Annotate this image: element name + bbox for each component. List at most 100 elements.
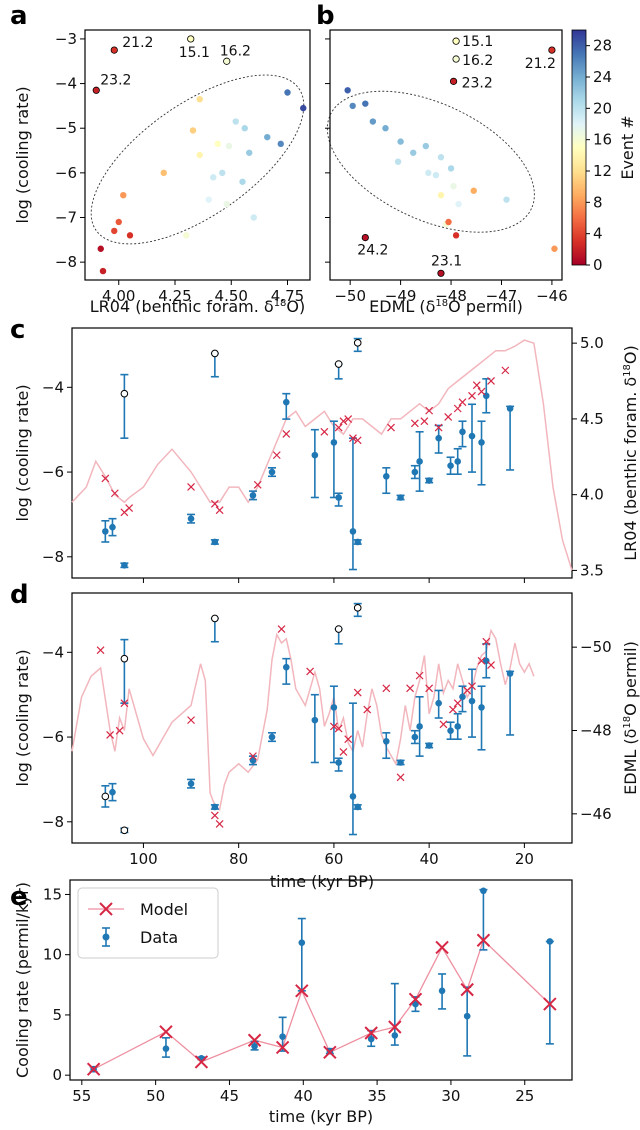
panel-c-frame	[71, 327, 573, 579]
panel-b-xtick-label: −46	[536, 287, 568, 305]
panel-d-data-point	[447, 727, 454, 735]
panel-b-point	[394, 158, 402, 165]
panel-c-data-point	[447, 462, 454, 470]
panel-c-data-point	[416, 458, 423, 465]
panel-b-point	[432, 171, 440, 179]
panel-c-ytick-label: −4	[42, 378, 64, 396]
panel-d-data-point	[282, 663, 290, 671]
panel-a-xlabel: LR04 (benthic foram. δ18O)	[90, 297, 306, 316]
panel-d-outlier-point	[120, 654, 129, 663]
panel-d-model-point	[115, 726, 124, 735]
panel-d-proxy-curve	[71, 628, 535, 812]
panel-c-data-point	[435, 434, 442, 442]
panel-c-model-point	[410, 419, 419, 428]
panel-e-model-point	[435, 940, 449, 955]
panel-d-outlier-point	[120, 826, 129, 835]
panel-a-point	[264, 133, 271, 141]
panel-b-point	[437, 191, 445, 199]
panel-a-point	[196, 151, 203, 159]
panel-c-y2label: LR04 (benthic foram. δ18O)	[621, 345, 640, 561]
panel-d-xtick-label: 60	[324, 850, 343, 868]
panel-c-model-point	[453, 404, 462, 413]
panel-c-data-point	[382, 473, 390, 480]
panel-c-model-point	[487, 377, 495, 385]
panel-c-model-point	[444, 413, 453, 421]
panel-e-xtick-label: 55	[72, 1087, 91, 1105]
panel-c-proxy-curve	[71, 339, 573, 571]
panel-a-ytick-label: −7	[55, 209, 77, 227]
panel-a-point	[183, 232, 190, 239]
panel-b-point	[452, 232, 460, 239]
colorbar-label: Event #	[618, 115, 637, 179]
panel-c-model-point	[468, 391, 476, 400]
panel-b-annotated-point-outline	[449, 77, 458, 85]
panel-c-model-point	[282, 430, 291, 438]
panel-d-model-point	[334, 724, 343, 733]
panel-d-data-point	[468, 697, 476, 705]
panel-a-ytick-label: −8	[55, 253, 77, 271]
panel-a-ytick-label: −6	[55, 164, 77, 182]
panel-d-model-point	[353, 688, 362, 697]
panel-e-model-point	[194, 1055, 209, 1069]
panel-b-xtick-label: −47	[486, 287, 518, 305]
panel-e-data-point	[546, 938, 554, 945]
panel-c-marks	[71, 337, 573, 571]
colorbar-tick-label: 16	[593, 131, 612, 149]
panel-c-outlier-point	[353, 339, 362, 347]
panel-b-annotation: 23.2	[462, 75, 493, 91]
panel-a-point	[189, 127, 197, 134]
panel-b-annotation: 15.1	[462, 34, 493, 50]
panel-a-point	[126, 232, 134, 239]
panel-c-model-point	[501, 366, 510, 375]
panel-c-model-point	[387, 423, 395, 432]
panel-c-model-point	[353, 436, 362, 445]
panel-c-data-point	[102, 528, 109, 535]
colorbar-tick-label: 12	[593, 162, 612, 180]
colorbar-tick-label: 4	[593, 225, 603, 243]
colorbar-tick-label: 28	[593, 37, 612, 55]
panel-a-point	[111, 46, 118, 54]
panel-d-xtick-label: 40	[420, 850, 439, 868]
colorbar-tick-label: 0	[593, 256, 603, 274]
panel-c-y2tick-label: 5.0	[580, 334, 604, 352]
panel-e-data-point	[162, 1045, 170, 1052]
legend-model-marker	[99, 902, 113, 916]
panel-a-point	[210, 174, 217, 181]
panel-d-letter: d	[10, 580, 29, 610]
legend-model-label: Model	[140, 900, 188, 919]
panel-d-model-point	[482, 637, 491, 646]
panel-e-data-point	[367, 1035, 375, 1043]
panel-d-y2tick-label: −46	[580, 805, 612, 823]
panel-a-annotation: 16.2	[220, 43, 251, 59]
panel-d-frame	[71, 592, 573, 844]
panel-a-ytick-label: −3	[55, 30, 77, 48]
panel-d-model-point	[382, 684, 391, 693]
panel-b-annotated-point-outline	[452, 37, 460, 45]
panel-c-data-point	[121, 561, 128, 569]
panel-b-point	[437, 270, 445, 277]
panel-c-model-point	[125, 504, 134, 513]
panel-b-point	[450, 183, 457, 190]
panel-c-model-point	[434, 423, 443, 432]
panel-d-data-point	[268, 733, 276, 741]
panel-d-data-point	[311, 716, 319, 724]
panel-c-y2tick-label: 4.5	[580, 410, 604, 428]
panel-b-marks: 15.1 16.2 21.2 23.2 24.2 23.1	[326, 34, 558, 277]
panel-c-data-point	[349, 528, 357, 535]
panel-b-annotation: 16.2	[462, 53, 493, 69]
panel-d-ytick-label: −6	[42, 728, 64, 746]
panel-a-point	[223, 58, 230, 65]
panel-d-model-point	[306, 667, 315, 676]
panel-a-point	[300, 104, 307, 112]
panel-c-y2tick-label: 3.5	[580, 561, 604, 579]
panel-e-model-point	[364, 1026, 378, 1040]
panel-a-annotation: 15.1	[179, 45, 210, 61]
colorbar-tick-label: 8	[593, 193, 603, 211]
panel-a-marks: 23.2 21.2 15.1 16.2	[90, 35, 307, 275]
panel-c-ytick-label: −8	[42, 548, 64, 566]
panel-c-outlier-point	[120, 389, 129, 398]
panel-d-xtick-label: 80	[229, 850, 248, 868]
panel-a-xtick-label: 4.50	[215, 287, 248, 305]
panel-e-data-point	[279, 1033, 286, 1040]
panel-e-ytick-label: 10	[43, 946, 62, 964]
